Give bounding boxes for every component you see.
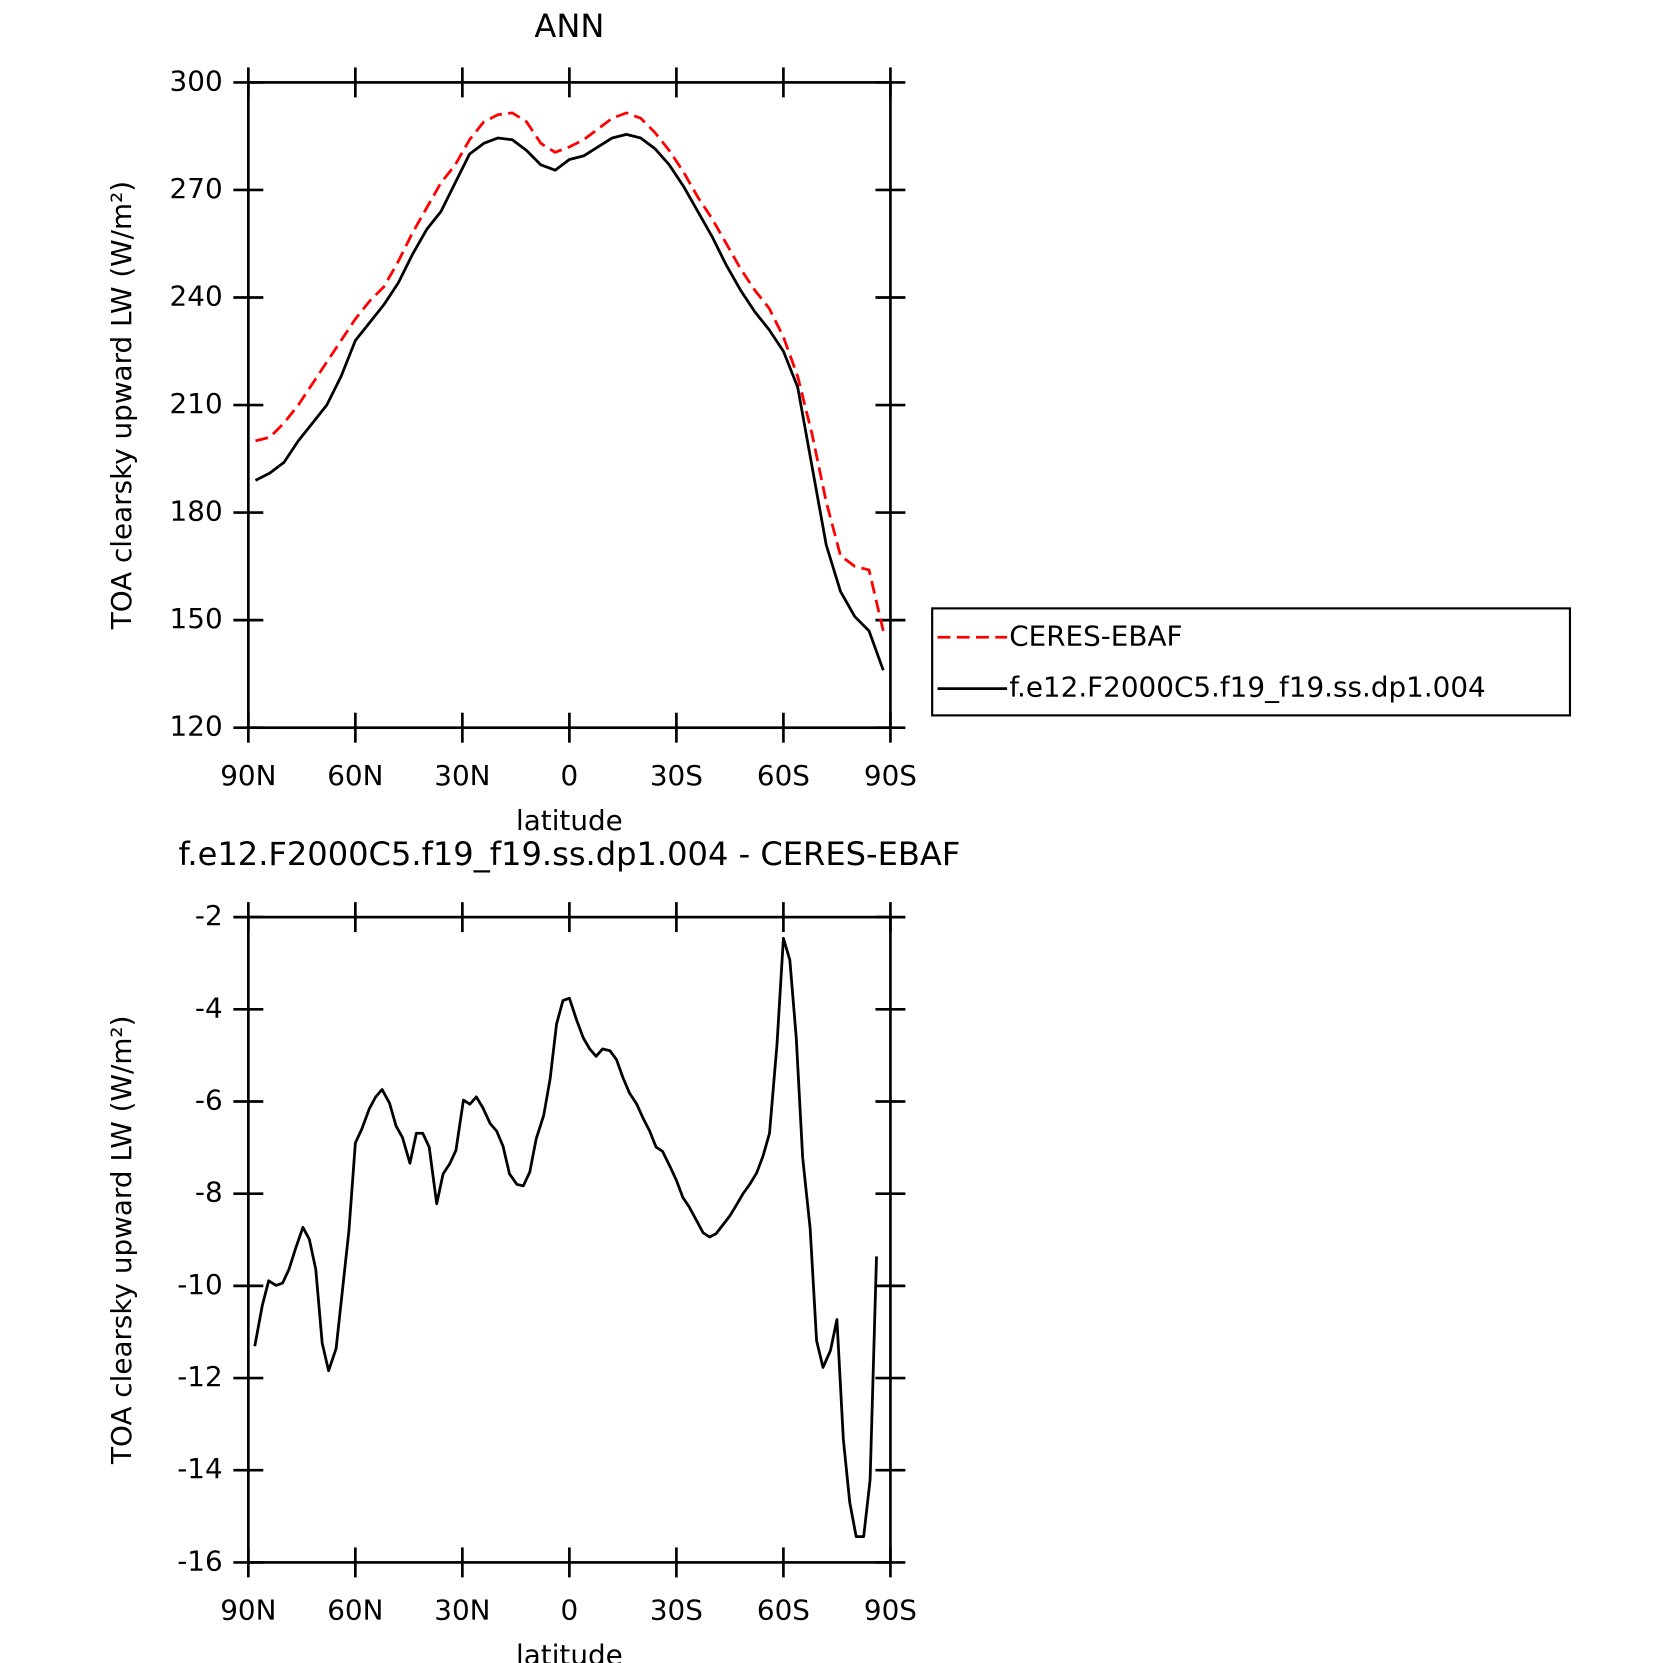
y-axis-label: TOA clearsky upward LW (W/m²) (105, 181, 138, 630)
x-tick-label: 0 (561, 1594, 579, 1627)
y-tick-label: 300 (170, 64, 223, 97)
x-tick-label: 30S (650, 1594, 703, 1627)
x-axis-label: latitude (516, 1639, 623, 1663)
legend-label: CERES-EBAF (1009, 619, 1182, 652)
x-tick-label: 60S (757, 1594, 810, 1627)
y-tick-label: 180 (170, 495, 223, 528)
x-axis-label: latitude (516, 804, 623, 837)
x-tick-label: 60S (757, 759, 810, 792)
x-tick-label: 60N (327, 1594, 383, 1627)
data-line (253, 936, 878, 1538)
chart-title: ANN (534, 7, 604, 45)
x-tick-label: 0 (561, 759, 579, 792)
y-tick-label: -10 (177, 1268, 222, 1301)
x-tick-label: 60N (327, 759, 383, 792)
y-tick-label: 150 (170, 602, 223, 635)
y-tick-label: -6 (195, 1083, 223, 1116)
legend-label: f.e12.F2000C5.f19_f19.ss.dp1.004 (1009, 671, 1486, 704)
x-tick-label: 30N (434, 759, 490, 792)
y-tick-label: 240 (170, 279, 223, 312)
y-axis-label: TOA clearsky upward LW (W/m²) (105, 1016, 138, 1465)
x-tick-label: 90N (220, 1594, 276, 1627)
y-tick-label: -4 (195, 991, 223, 1024)
legend-box (931, 607, 1572, 717)
y-tick-label: -12 (177, 1360, 222, 1393)
x-tick-label: 90S (864, 759, 917, 792)
y-tick-label: -16 (177, 1544, 222, 1577)
x-tick-label: 90N (220, 759, 276, 792)
data-line (254, 132, 885, 671)
y-tick-label: 210 (170, 387, 223, 420)
y-tick-label: -8 (195, 1176, 223, 1209)
data-line (255, 111, 885, 632)
y-tick-label: 120 (170, 710, 223, 743)
plot-frame (247, 81, 892, 730)
y-tick-label: 270 (170, 172, 223, 205)
chart-title: f.e12.F2000C5.f19_f19.ss.dp1.004 - CERES… (178, 835, 960, 873)
x-tick-label: 30S (650, 759, 703, 792)
y-tick-label: -2 (195, 899, 223, 932)
x-tick-label: 30N (434, 1594, 490, 1627)
y-tick-label: -14 (177, 1452, 222, 1485)
x-tick-label: 90S (864, 1594, 917, 1627)
